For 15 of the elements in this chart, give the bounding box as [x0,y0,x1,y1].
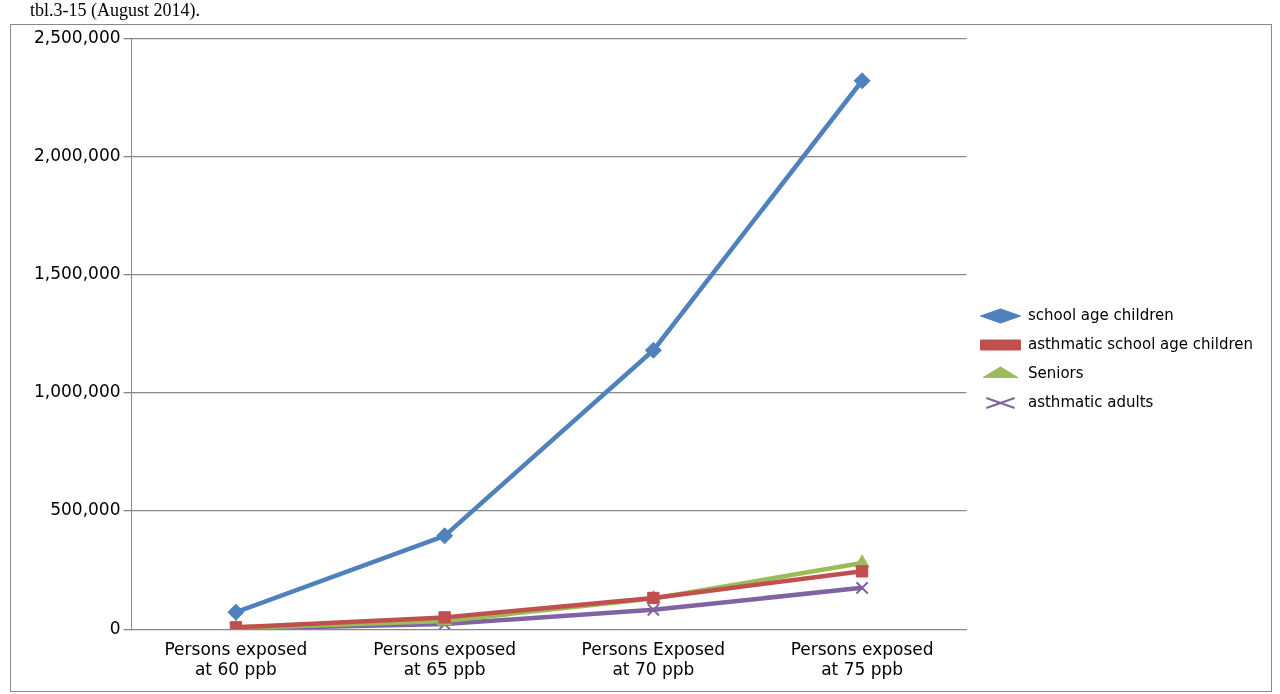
y-tick-label: 2,500,000 [33,26,121,47]
legend-label: Seniors [1027,363,1084,382]
text: tbl.3-15 (August 2014). [30,0,200,21]
y-tick-label: 2,000,000 [33,144,121,165]
y-tick-label: 1,500,000 [33,263,121,284]
x-tick-label: Persons exposed at 75 ppb [790,638,934,680]
x-tick-label: Persons Exposed at 70 ppb [581,638,726,680]
legend-label: asthmatic school age children [1027,334,1253,353]
legend-label: asthmatic adults [1027,392,1154,411]
y-tick-label: 1,000,000 [33,381,121,402]
y-tick-label: 500,000 [50,499,121,520]
x-tick-label: Persons exposed at 60 ppb [164,638,308,680]
x-tick-label: Persons exposed at 65 ppb [373,638,517,680]
y-tick-label: 0 [109,617,121,638]
legend-label: school age children [1027,305,1174,324]
